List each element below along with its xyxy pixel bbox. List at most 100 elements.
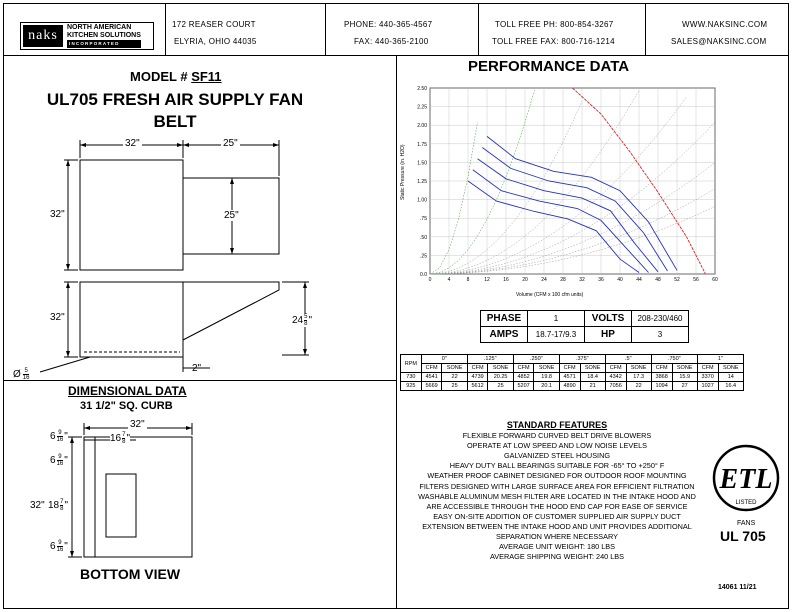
dim-side-bottom: 2" bbox=[192, 363, 202, 374]
dim-b-top: 6 9 16 " bbox=[50, 454, 68, 467]
dim-top-w2: 25" bbox=[221, 138, 240, 149]
dim-b-top-unit: " bbox=[64, 455, 68, 466]
feature-item: ARE ACCESSIBLE THROUGH THE HOOD END CAP … bbox=[426, 501, 688, 511]
dimensional-heading: DIMENSIONAL DATA bbox=[68, 384, 187, 398]
bottom-view-unit bbox=[83, 436, 193, 558]
hdr-sep4 bbox=[645, 3, 646, 55]
website-link[interactable]: WWW.NAKSINC.COM bbox=[682, 20, 768, 29]
email-link[interactable]: SALES@NAKSINC.COM bbox=[671, 37, 767, 46]
feature-item: WEATHER PROOF CABINET DESIGNED FOR OUTDO… bbox=[427, 471, 687, 481]
table-cell: 25 bbox=[441, 381, 468, 391]
table-cell: 22 bbox=[625, 381, 652, 391]
pressure-group-header: 0" bbox=[420, 354, 468, 364]
system-curve bbox=[429, 90, 535, 275]
table-cell: 5612 bbox=[466, 381, 489, 391]
series-line bbox=[472, 169, 649, 273]
series-line bbox=[572, 87, 706, 275]
sone-header: SONE bbox=[671, 363, 698, 373]
performance-chart: 2.50 2.25 2.00 1.75 1.50 1.25 1.00 .75 .50 .25 0.0… bbox=[417, 86, 718, 283]
features-heading: STANDARD FEATURES bbox=[506, 420, 608, 430]
top-view-hood bbox=[182, 177, 280, 255]
phase-value: 1 bbox=[527, 310, 585, 327]
etl-listed-mark: ETL LISTED bbox=[712, 444, 780, 512]
bottom-view-opening bbox=[105, 473, 137, 538]
system-curve bbox=[429, 122, 716, 275]
table-cell: 730 bbox=[400, 372, 422, 382]
series-line bbox=[477, 158, 659, 273]
x-tick-label: 32 bbox=[579, 277, 585, 283]
table-cell: 18.4 bbox=[579, 372, 606, 382]
y-tick-label: 2.50 bbox=[417, 86, 427, 92]
hdr-sep1 bbox=[165, 3, 166, 55]
dim-side-total-num: 5 bbox=[304, 314, 308, 320]
pressure-group-header: .750" bbox=[650, 354, 698, 364]
sone-header: SONE bbox=[579, 363, 606, 373]
dim-b-bot: 6 9 16 " bbox=[50, 540, 68, 553]
hdr-sep2 bbox=[325, 3, 326, 55]
tollfree-phone: TOLL FREE PH: 800-854-3267 bbox=[495, 20, 614, 29]
dim-b-bot-unit: " bbox=[64, 541, 68, 552]
feature-item: AVERAGE UNIT WEIGHT: 180 LBS bbox=[498, 542, 616, 552]
dimensional-drawings bbox=[39, 140, 309, 558]
svg-text:ETL: ETL bbox=[719, 464, 773, 495]
volts-value: 208-230/460 bbox=[631, 310, 689, 327]
feature-item: EXTENSION BETWEEN THE INTAKE HOOD AND UN… bbox=[422, 521, 692, 531]
logo-line2: KITCHEN SOLUTIONS bbox=[67, 32, 141, 39]
table-cell: 4739 bbox=[466, 372, 489, 382]
side-view-unit bbox=[79, 281, 184, 358]
system-curve bbox=[429, 96, 687, 275]
company-logo: naks NORTH AMERICAN KITCHEN SOLUTIONS IN… bbox=[20, 22, 154, 50]
feature-item: GALVANIZED STEEL HOUSING bbox=[503, 451, 611, 461]
x-tick-label: 8 bbox=[467, 277, 470, 283]
table-cell: 25 bbox=[487, 381, 514, 391]
dim-side-total-whole: 24 bbox=[292, 315, 304, 326]
feature-item: EASY ON-SITE ADDITION OF CUSTOMER SUPPLI… bbox=[433, 511, 681, 521]
x-tick-label: 56 bbox=[693, 277, 699, 283]
x-tick-label: 20 bbox=[522, 277, 528, 283]
cfm-header: CFM bbox=[650, 363, 673, 373]
dim-top-h2: 25" bbox=[222, 210, 241, 221]
series-line bbox=[482, 147, 668, 272]
table-cell: 7056 bbox=[604, 381, 627, 391]
tollfree-fax: TOLL FREE FAX: 800-716-1214 bbox=[492, 37, 615, 46]
dim-hole: Ø 5 16 bbox=[13, 368, 30, 381]
pressure-group-header: 1" bbox=[696, 354, 745, 364]
x-tick-label: 40 bbox=[617, 277, 623, 283]
y-tick-label: 2.00 bbox=[417, 123, 427, 129]
system-curve bbox=[429, 90, 640, 275]
feature-item: FLEXIBLE FORWARD CURVED BELT DRIVE BLOWE… bbox=[462, 431, 652, 441]
table-cell: 21 bbox=[579, 381, 606, 391]
chart-ylabel: Static Pressure (in. H2O) bbox=[400, 144, 406, 200]
y-tick-label: .75 bbox=[420, 216, 427, 222]
dim-bottom-w: 32" bbox=[128, 419, 147, 430]
table-cell: 4890 bbox=[558, 381, 581, 391]
system-curve bbox=[429, 101, 583, 275]
address-line1: 172 REASER COURT bbox=[172, 20, 256, 29]
sone-header: SONE bbox=[533, 363, 560, 373]
x-tick-label: 36 bbox=[598, 277, 604, 283]
dim-b-left-unit: " bbox=[64, 431, 68, 442]
logo-line1: NORTH AMERICAN bbox=[67, 24, 132, 31]
table-cell: 14 bbox=[717, 372, 745, 382]
x-tick-label: 48 bbox=[655, 277, 661, 283]
x-tick-label: 28 bbox=[560, 277, 566, 283]
sone-header: SONE bbox=[487, 363, 514, 373]
cfm-header: CFM bbox=[604, 363, 627, 373]
feature-item: HEAVY DUTY BALL BEARINGS SUITABLE FOR -6… bbox=[449, 461, 665, 471]
dim-b-open-h-num: 7 bbox=[60, 499, 64, 505]
table-cell: 4541 bbox=[420, 372, 443, 382]
dim-b-left: 6 9 16 " bbox=[50, 430, 68, 443]
dim-b-top-num: 9 bbox=[58, 454, 62, 460]
logo-mark: naks bbox=[23, 25, 63, 47]
feature-item: FILTERS DESIGNED WITH LARGE SURFACE AREA… bbox=[419, 481, 695, 491]
table-cell: 19.8 bbox=[533, 372, 560, 382]
cfm-header: CFM bbox=[696, 363, 719, 373]
electrical-specs-table: PHASE 1 VOLTS 208-230/460 AMPS 18.7-17/9… bbox=[480, 310, 689, 343]
rpm-performance-table: RPM 0" .125" .250" .375" .5" .750" 1" CFM SONE CFM… bbox=[400, 354, 745, 391]
document-code: 14061 11/21 bbox=[718, 584, 757, 591]
dim-b-open-h-whole: 18 bbox=[48, 500, 60, 511]
model-label: MODEL # bbox=[130, 69, 188, 84]
logo-text: NORTH AMERICAN KITCHEN SOLUTIONS INCORPO… bbox=[67, 24, 141, 48]
dim-b-open-w-unit: " bbox=[126, 433, 131, 444]
hp-value: 3 bbox=[631, 326, 689, 343]
